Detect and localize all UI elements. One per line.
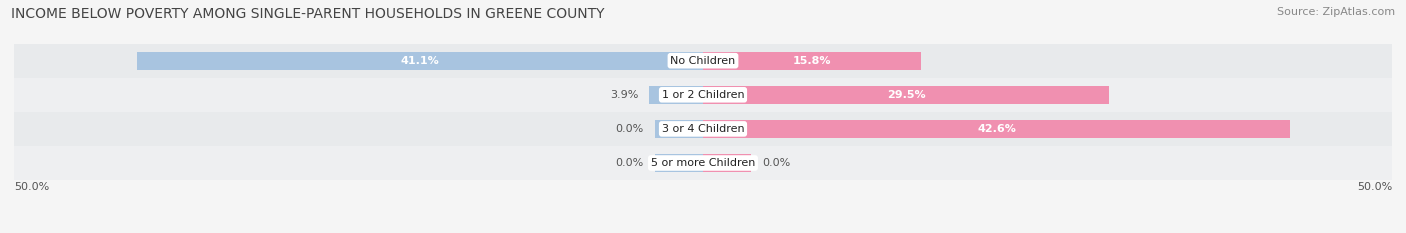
- Bar: [703, 154, 751, 172]
- Text: 15.8%: 15.8%: [793, 56, 831, 66]
- Text: No Children: No Children: [671, 56, 735, 66]
- Bar: [655, 120, 703, 138]
- Bar: [14, 44, 1392, 78]
- Bar: [14, 112, 1392, 146]
- Text: 41.1%: 41.1%: [401, 56, 439, 66]
- Text: 0.0%: 0.0%: [762, 158, 790, 168]
- Text: 1 or 2 Children: 1 or 2 Children: [662, 90, 744, 100]
- Text: 50.0%: 50.0%: [14, 182, 49, 192]
- Text: 3.9%: 3.9%: [610, 90, 638, 100]
- Bar: [14, 78, 1392, 112]
- Bar: [655, 154, 703, 172]
- Text: 3 or 4 Children: 3 or 4 Children: [662, 124, 744, 134]
- Text: Source: ZipAtlas.com: Source: ZipAtlas.com: [1277, 7, 1395, 17]
- Text: 50.0%: 50.0%: [1357, 182, 1392, 192]
- Text: 29.5%: 29.5%: [887, 90, 925, 100]
- Text: 0.0%: 0.0%: [616, 158, 644, 168]
- Bar: [703, 86, 1109, 104]
- Text: 42.6%: 42.6%: [977, 124, 1017, 134]
- Bar: [650, 86, 703, 104]
- Bar: [14, 146, 1392, 180]
- Bar: [703, 52, 921, 70]
- Bar: [703, 120, 1289, 138]
- Text: 0.0%: 0.0%: [616, 124, 644, 134]
- Text: INCOME BELOW POVERTY AMONG SINGLE-PARENT HOUSEHOLDS IN GREENE COUNTY: INCOME BELOW POVERTY AMONG SINGLE-PARENT…: [11, 7, 605, 21]
- Text: 5 or more Children: 5 or more Children: [651, 158, 755, 168]
- Bar: [136, 52, 703, 70]
